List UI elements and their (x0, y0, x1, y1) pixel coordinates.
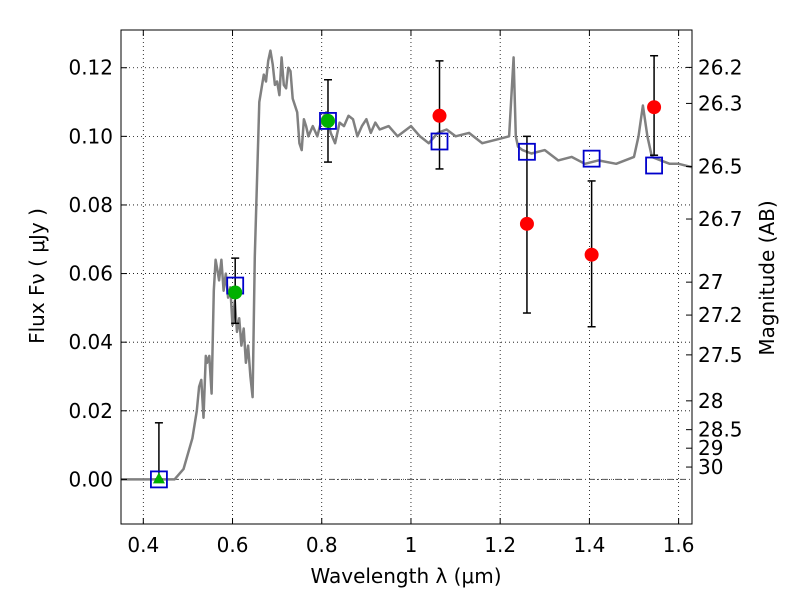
x-tick-label: 0.8 (306, 533, 338, 557)
y-tick-label: 0.10 (68, 124, 113, 148)
red-data-point (519, 216, 534, 231)
mag-tick-label: 26.5 (698, 155, 743, 179)
red-data-point (432, 108, 447, 123)
y-tick-label: 0.12 (68, 56, 113, 80)
y-tick-label: 0.00 (68, 467, 113, 491)
x-tick-label: 0.4 (127, 533, 159, 557)
mag-tick-label: 26.2 (698, 55, 743, 79)
mag-tick-label: 28.5 (698, 418, 743, 442)
y-axis-label: Flux Fν ( μJy ) (25, 208, 49, 344)
x-axis-label: Wavelength λ (μm) (310, 564, 501, 588)
model-spectrum-layer (121, 49, 693, 481)
x-tick-label: 1.4 (573, 533, 605, 557)
x-tick-label: 1.2 (484, 533, 516, 557)
mag-tick-label: 28 (698, 389, 723, 413)
model-spectrum-line (121, 49, 693, 481)
y-tick-label: 0.08 (68, 193, 113, 217)
model-point-square (582, 149, 601, 168)
model-point-square (645, 156, 663, 175)
error-bars-layer (154, 54, 659, 481)
y-tick-label: 0.06 (68, 262, 113, 286)
x-tick-label: 0.6 (217, 533, 249, 557)
model-point-square (150, 470, 168, 489)
mag-tick-label: 26.7 (698, 207, 743, 231)
mag-tick-label: 29 (698, 436, 723, 460)
red-data-point (584, 247, 599, 262)
mag-tick-label: 27 (698, 270, 723, 294)
y-tick-label: 0.02 (68, 399, 113, 423)
y-axis-right-label: Magnitude (AB) (755, 200, 779, 355)
mag-tick-label: 27.5 (698, 343, 743, 367)
plot-frame (120, 29, 693, 525)
mag-tick-label: 30 (698, 455, 723, 479)
y-tick-label: 0.04 (68, 330, 113, 354)
model-point-square (430, 132, 449, 151)
mag-tick-label: 27.2 (698, 303, 743, 327)
green-triangle-point (152, 472, 165, 484)
data-points-layer (150, 100, 663, 489)
axis-tick-labels: 0.4 0.6 0.8 1 1.2 1.4 1.6 0.00 0.02 0.04 0.06 0.08 0… (68, 55, 742, 557)
green-data-point (228, 285, 243, 300)
model-point-square (518, 142, 536, 161)
green-data-point (320, 113, 335, 128)
axis-ticks (121, 30, 692, 524)
model-point-square (319, 112, 337, 130)
x-tick-label: 1 (405, 533, 418, 557)
x-tick-label: 1.6 (663, 533, 695, 557)
grid-lines (121, 30, 692, 524)
mag-tick-label: 26.3 (698, 91, 743, 115)
red-data-point (647, 100, 662, 115)
